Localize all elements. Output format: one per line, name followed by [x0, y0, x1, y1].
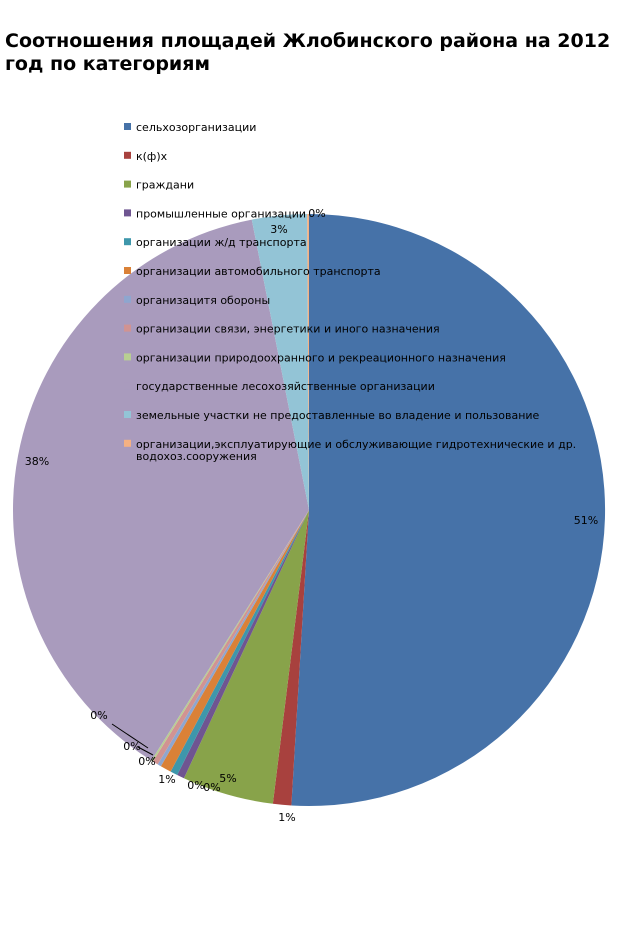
- slice-9: [151, 510, 309, 762]
- slice-7-label: 0%: [138, 755, 155, 768]
- legend-swatch-2: [124, 151, 131, 159]
- slice-8-label: 0%: [123, 740, 140, 753]
- slice-5-label: 0%: [203, 781, 220, 794]
- slice-11-label: 3%: [270, 223, 287, 236]
- legend-entry-10: государственные лесохозяйственные органи…: [136, 380, 435, 393]
- legend-entry-1: сельхозорганизации: [136, 121, 256, 134]
- slice-10-label: 38%: [25, 455, 49, 468]
- slice-10: [13, 219, 309, 761]
- legend-entry-8: организации связи, энергетики и иного на…: [136, 323, 440, 336]
- legend-swatch-12: [124, 439, 131, 447]
- slice-1-label: 51%: [574, 514, 598, 527]
- chart-title: Соотношения площадей Жлобинского района …: [5, 30, 611, 75]
- legend-entry-6: организации автомобильного транспорта: [136, 265, 381, 278]
- slice-3: [183, 510, 309, 804]
- legend-swatch-11: [124, 411, 131, 418]
- legend-entry-2: к(ф)х: [136, 150, 168, 163]
- legend-swatch-10: [124, 382, 131, 390]
- legend-entry-9: организации природоохранного и рекреацио…: [136, 351, 506, 364]
- leader-lines: [111, 723, 156, 762]
- legend-swatch-7: [124, 295, 131, 303]
- slice-4-label: 0%: [187, 779, 204, 792]
- legend-swatch-8: [124, 324, 131, 332]
- legend-entry-12: организации,эксплуатирующие и обслуживаю…: [136, 438, 576, 463]
- legend-swatch-9: [124, 353, 131, 361]
- slice-5: [170, 510, 309, 776]
- slice-9-leader: [111, 723, 149, 749]
- legend-swatch-3: [124, 180, 131, 188]
- slice-7: [157, 510, 309, 767]
- slice-8-leader: [137, 746, 154, 756]
- slice-6: [160, 510, 309, 772]
- slice-3-label: 5%: [219, 772, 236, 785]
- slice-8: [152, 510, 309, 765]
- slice-2: [272, 510, 309, 806]
- slice-9-label: 0%: [90, 709, 107, 722]
- slice-12: [307, 214, 309, 510]
- pie-slices: [13, 214, 606, 806]
- legend-swatch-6: [124, 267, 131, 274]
- slice-7-leader: [151, 756, 156, 762]
- legend: сельхозорганизации к(ф)х граждани промышлен…: [124, 121, 576, 463]
- legend-swatch-5: [124, 238, 131, 246]
- slice-labels: 51%1%5%0%0%1%0%0%0%38%3%0%: [25, 207, 598, 824]
- legend-entry-4: промышленные организации: [136, 207, 306, 220]
- slice-2-label: 1%: [278, 811, 295, 824]
- legend-entry-11: земельные участки не предоставленные во …: [136, 409, 540, 422]
- legend-entry-3: граждани: [136, 179, 194, 192]
- slice-4: [177, 510, 309, 779]
- legend-entry-5: организации ж/д транспорта: [136, 236, 307, 249]
- legend-entry-7: организацитя обороны: [136, 294, 270, 307]
- slice-11: [251, 214, 309, 510]
- legend-swatch-4: [124, 209, 131, 217]
- slice-6-label: 1%: [158, 773, 175, 786]
- legend-swatch-1: [124, 123, 131, 130]
- slice-1: [291, 214, 606, 806]
- slice-12-label: 0%: [308, 207, 325, 220]
